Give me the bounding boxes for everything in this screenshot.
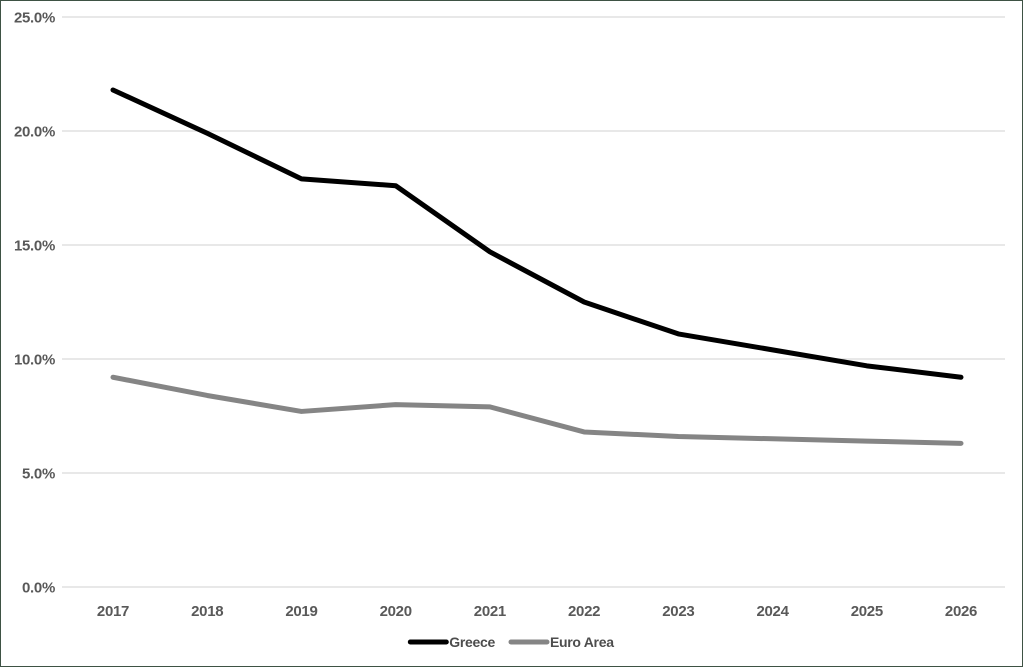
y-tick-label-25.0%: 25.0% — [14, 10, 55, 27]
y-tick-label-0.0%: 0.0% — [22, 580, 55, 597]
euro-area-legend-label: Euro Area — [550, 634, 614, 650]
euro-area-series-line — [110, 374, 964, 446]
y-tick-label-15.0%: 15.0% — [14, 238, 55, 255]
y-tick-label-20.0%: 20.0% — [14, 124, 55, 141]
x-axis-labels: 2017 2018 2019 2020 2021 2022 2023 2024 2025 2026 — [97, 603, 977, 620]
x-label-2021: 2021 — [474, 603, 506, 620]
legend-item-euro-area: Euro Area — [508, 634, 614, 650]
greece-series-line — [110, 87, 964, 380]
x-label-2024: 2024 — [756, 603, 789, 620]
greece-legend-label: Greece — [449, 634, 495, 650]
x-label-2017: 2017 — [97, 603, 129, 620]
x-label-2023: 2023 — [662, 603, 694, 620]
x-label-2022: 2022 — [568, 603, 600, 620]
y-tick-label-10.0%: 10.0% — [14, 352, 55, 369]
gridlines — [62, 16, 1005, 588]
y-tick-label-5.0%: 5.0% — [22, 466, 55, 483]
x-label-2018: 2018 — [191, 603, 223, 620]
x-label-2026: 2026 — [945, 603, 977, 620]
x-label-2020: 2020 — [380, 603, 412, 620]
legend-item-greece: Greece — [407, 634, 496, 650]
y-axis-tick-labels: 0.0% 5.0% 10.0% 15.0% 20.0% 25.0% — [14, 10, 55, 597]
x-label-2019: 2019 — [285, 603, 317, 620]
x-label-2025: 2025 — [851, 603, 883, 620]
chart-legend: Greece Euro Area — [407, 634, 614, 650]
